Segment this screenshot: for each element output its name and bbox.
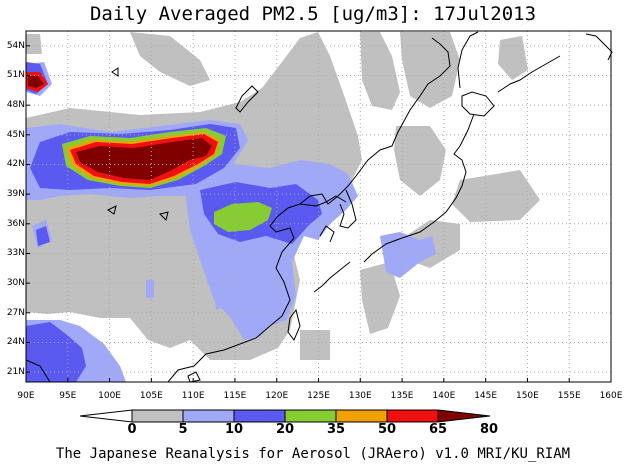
lon-label: 120E [265, 391, 289, 401]
lat-label: 42N [6, 159, 25, 170]
lon-label: 140E [432, 391, 456, 401]
lon-label: 160E [599, 391, 623, 401]
concentration-fields [26, 32, 540, 382]
lat-label: 33N [6, 248, 25, 259]
lat-label: 27N [6, 307, 25, 318]
coast-korea-west [319, 225, 335, 243]
footer-caption: The Japanese Reanalysis for Aerosol (JRA… [55, 446, 571, 462]
coast-islands [107, 67, 169, 221]
lat-label: 45N [6, 129, 25, 140]
axis-ticks [25, 45, 612, 382]
colorbar-tick-label: 0 [127, 422, 137, 437]
lat-label: 51N [6, 70, 25, 81]
lon-label: 130E [348, 391, 372, 401]
colorbar-tick-label: 80 [479, 422, 499, 437]
coast-hainan [187, 371, 201, 383]
lon-label: 105E [139, 391, 163, 401]
lon-label: 95E [59, 391, 77, 401]
colorbar-tick-label: 20 [275, 422, 295, 437]
coast-ryukyu [313, 261, 351, 293]
lat-label: 21N [6, 367, 25, 378]
colorbar-segment [182, 409, 235, 423]
lon-label: 155E [557, 391, 581, 401]
coastlines [25, 31, 613, 383]
map-title: Daily Averaged PM2.5 [ug/m3]: 17Jul2013 [89, 3, 537, 25]
colorbar-segment [284, 409, 337, 423]
lat-label: 48N [6, 100, 25, 111]
lon-label: 90E [17, 391, 35, 401]
coast-bohai [299, 95, 421, 205]
lat-label: 30N [6, 278, 25, 289]
lat-label: 36N [6, 218, 25, 229]
colorbar-tick-label: 50 [377, 422, 397, 437]
coast-japan [363, 113, 475, 263]
colorbar-tick-label: 65 [428, 422, 448, 437]
coast-kamchatka [585, 33, 613, 61]
lat-label: 54N [6, 40, 25, 51]
colorbar-tick-label: 10 [224, 422, 244, 437]
lake-baikal [235, 85, 259, 113]
coast-hokkaido [461, 91, 495, 117]
lon-label: 145E [474, 391, 498, 401]
coast-asia-mainland [167, 195, 347, 383]
colorbar-segment [386, 409, 439, 423]
lon-label: 135E [390, 391, 414, 401]
colorbar-arrow-high [437, 409, 491, 423]
colorbar-tick-label: 35 [326, 422, 346, 437]
colorbar-segment [335, 409, 388, 423]
lon-label: 100E [98, 391, 121, 401]
coast-kuril [497, 55, 561, 93]
colorbar [79, 409, 491, 423]
colorbar-segment [131, 409, 184, 423]
coast-indochina [25, 359, 51, 383]
coast-sakhalin [457, 31, 479, 89]
coast-okhotsk [419, 37, 451, 97]
coast-korea [339, 189, 357, 229]
coast-taiwan [287, 308, 301, 341]
lon-label: 110E [181, 391, 205, 401]
lon-label: 115E [223, 391, 247, 401]
lat-label: 24N [6, 337, 25, 348]
lon-label: 150E [515, 391, 539, 401]
field-level-80 [28, 76, 212, 180]
lat-label: 39N [6, 189, 25, 200]
lon-label: 125E [307, 391, 330, 401]
colorbar-tick-label: 5 [178, 422, 188, 437]
colorbar-segment [233, 409, 286, 423]
colorbar-arrow-low [79, 409, 133, 423]
